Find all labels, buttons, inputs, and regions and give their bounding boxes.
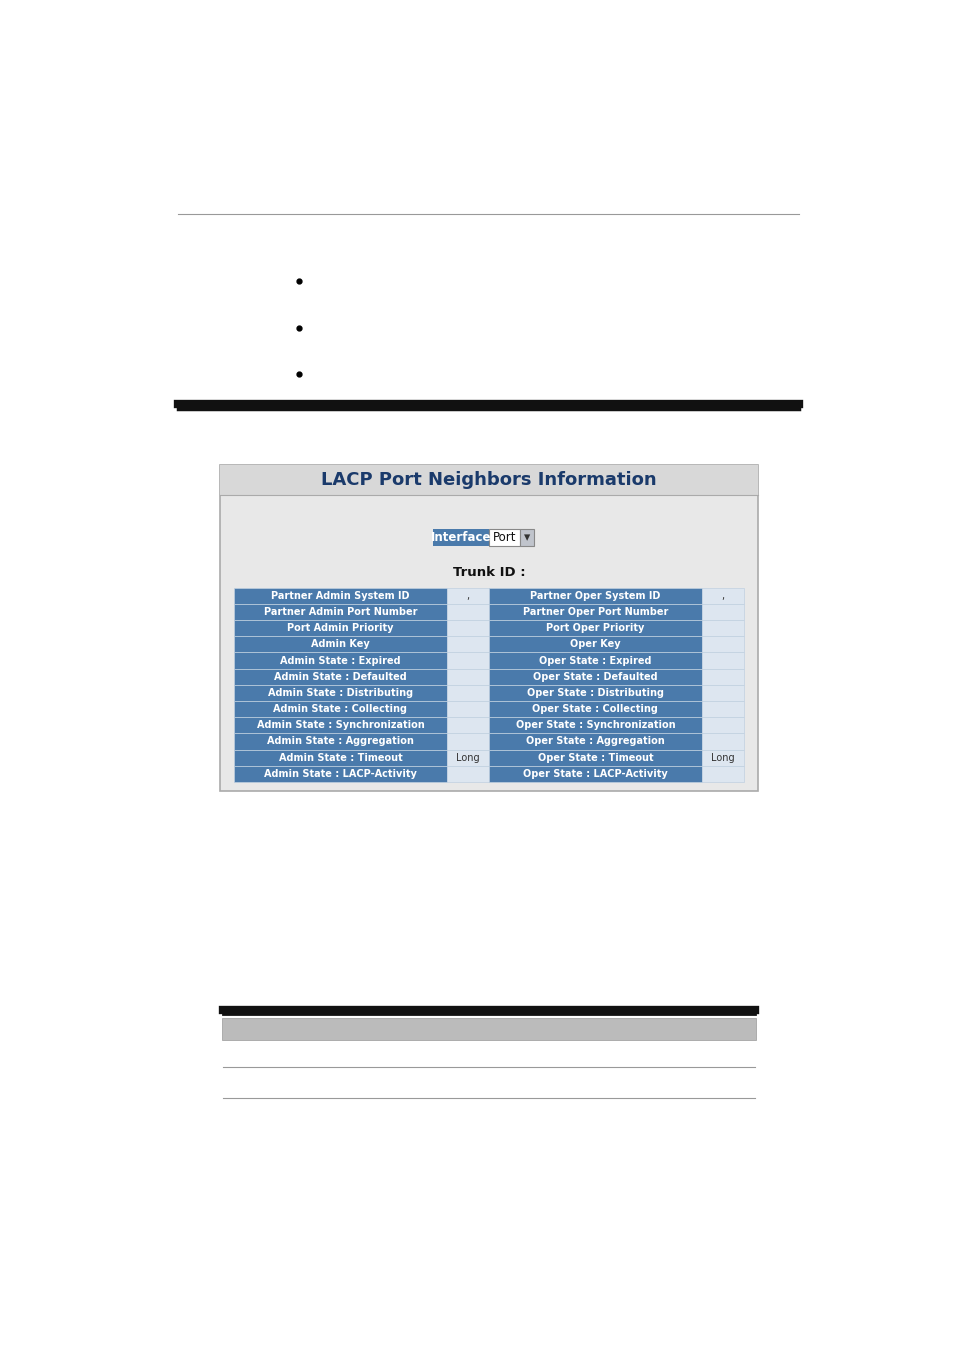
Text: Long: Long: [710, 752, 734, 763]
FancyBboxPatch shape: [233, 603, 446, 620]
FancyBboxPatch shape: [446, 636, 488, 652]
FancyBboxPatch shape: [701, 733, 743, 749]
FancyBboxPatch shape: [233, 733, 446, 749]
FancyBboxPatch shape: [488, 668, 701, 684]
Text: Oper State : LACP-Activity: Oper State : LACP-Activity: [522, 768, 667, 779]
FancyBboxPatch shape: [488, 684, 701, 701]
FancyBboxPatch shape: [233, 620, 446, 636]
FancyBboxPatch shape: [701, 620, 743, 636]
Text: Admin Key: Admin Key: [311, 640, 370, 649]
FancyBboxPatch shape: [433, 529, 488, 547]
Text: Port Oper Priority: Port Oper Priority: [546, 624, 644, 633]
FancyBboxPatch shape: [701, 636, 743, 652]
FancyBboxPatch shape: [446, 701, 488, 717]
Text: Partner Oper System ID: Partner Oper System ID: [530, 591, 659, 601]
FancyBboxPatch shape: [233, 652, 446, 668]
FancyBboxPatch shape: [701, 701, 743, 717]
Text: Oper State : Defaulted: Oper State : Defaulted: [533, 672, 657, 682]
Text: ,: ,: [720, 591, 723, 601]
FancyBboxPatch shape: [488, 587, 701, 603]
FancyBboxPatch shape: [220, 464, 757, 495]
Text: Admin State : Defaulted: Admin State : Defaulted: [274, 672, 406, 682]
FancyBboxPatch shape: [233, 717, 446, 733]
FancyBboxPatch shape: [488, 603, 701, 620]
FancyBboxPatch shape: [701, 749, 743, 765]
Text: Interface: Interface: [431, 532, 491, 544]
Text: Admin State : Timeout: Admin State : Timeout: [278, 752, 402, 763]
FancyBboxPatch shape: [488, 636, 701, 652]
Text: Oper State : Synchronization: Oper State : Synchronization: [515, 721, 675, 730]
FancyBboxPatch shape: [701, 668, 743, 684]
Text: Partner Oper Port Number: Partner Oper Port Number: [522, 608, 667, 617]
FancyBboxPatch shape: [701, 684, 743, 701]
FancyBboxPatch shape: [233, 701, 446, 717]
FancyBboxPatch shape: [446, 587, 488, 603]
FancyBboxPatch shape: [446, 668, 488, 684]
Text: Port Admin Priority: Port Admin Priority: [287, 624, 394, 633]
Text: Port: Port: [492, 532, 516, 544]
Text: LACP Port Neighbors Information: LACP Port Neighbors Information: [321, 471, 656, 489]
FancyBboxPatch shape: [488, 765, 701, 782]
Text: Admin State : Aggregation: Admin State : Aggregation: [267, 737, 414, 747]
Text: Admin State : LACP-Activity: Admin State : LACP-Activity: [264, 768, 416, 779]
Text: Oper State : Expired: Oper State : Expired: [538, 656, 651, 666]
FancyBboxPatch shape: [701, 765, 743, 782]
Text: Oper State : Distributing: Oper State : Distributing: [526, 688, 663, 698]
Text: Oper State : Aggregation: Oper State : Aggregation: [525, 737, 664, 747]
Text: Oper State : Timeout: Oper State : Timeout: [537, 752, 653, 763]
FancyBboxPatch shape: [701, 587, 743, 603]
FancyBboxPatch shape: [488, 620, 701, 636]
Text: Partner Admin Port Number: Partner Admin Port Number: [263, 608, 416, 617]
FancyBboxPatch shape: [233, 765, 446, 782]
FancyBboxPatch shape: [446, 684, 488, 701]
FancyBboxPatch shape: [233, 749, 446, 765]
FancyBboxPatch shape: [488, 717, 701, 733]
Text: ,: ,: [466, 591, 469, 601]
FancyBboxPatch shape: [446, 652, 488, 668]
FancyBboxPatch shape: [233, 636, 446, 652]
FancyBboxPatch shape: [446, 749, 488, 765]
FancyBboxPatch shape: [488, 701, 701, 717]
FancyBboxPatch shape: [446, 717, 488, 733]
Text: Long: Long: [456, 752, 479, 763]
Text: Admin State : Distributing: Admin State : Distributing: [268, 688, 413, 698]
FancyBboxPatch shape: [233, 587, 446, 603]
FancyBboxPatch shape: [446, 603, 488, 620]
FancyBboxPatch shape: [446, 733, 488, 749]
FancyBboxPatch shape: [446, 620, 488, 636]
FancyBboxPatch shape: [220, 464, 757, 791]
Text: Trunk ID :: Trunk ID :: [452, 566, 525, 579]
FancyBboxPatch shape: [222, 1018, 755, 1040]
Text: Admin State : Synchronization: Admin State : Synchronization: [256, 721, 424, 730]
FancyBboxPatch shape: [446, 765, 488, 782]
Text: Admin State : Expired: Admin State : Expired: [280, 656, 400, 666]
FancyBboxPatch shape: [233, 684, 446, 701]
Text: ▾: ▾: [523, 532, 530, 544]
Text: Partner Admin System ID: Partner Admin System ID: [271, 591, 409, 601]
FancyBboxPatch shape: [488, 652, 701, 668]
FancyBboxPatch shape: [701, 603, 743, 620]
FancyBboxPatch shape: [701, 717, 743, 733]
FancyBboxPatch shape: [701, 652, 743, 668]
FancyBboxPatch shape: [519, 529, 534, 547]
FancyBboxPatch shape: [488, 733, 701, 749]
FancyBboxPatch shape: [488, 749, 701, 765]
Text: Oper State : Collecting: Oper State : Collecting: [532, 705, 658, 714]
FancyBboxPatch shape: [233, 668, 446, 684]
Text: Oper Key: Oper Key: [570, 640, 620, 649]
FancyBboxPatch shape: [488, 529, 519, 547]
Text: Admin State : Collecting: Admin State : Collecting: [274, 705, 407, 714]
